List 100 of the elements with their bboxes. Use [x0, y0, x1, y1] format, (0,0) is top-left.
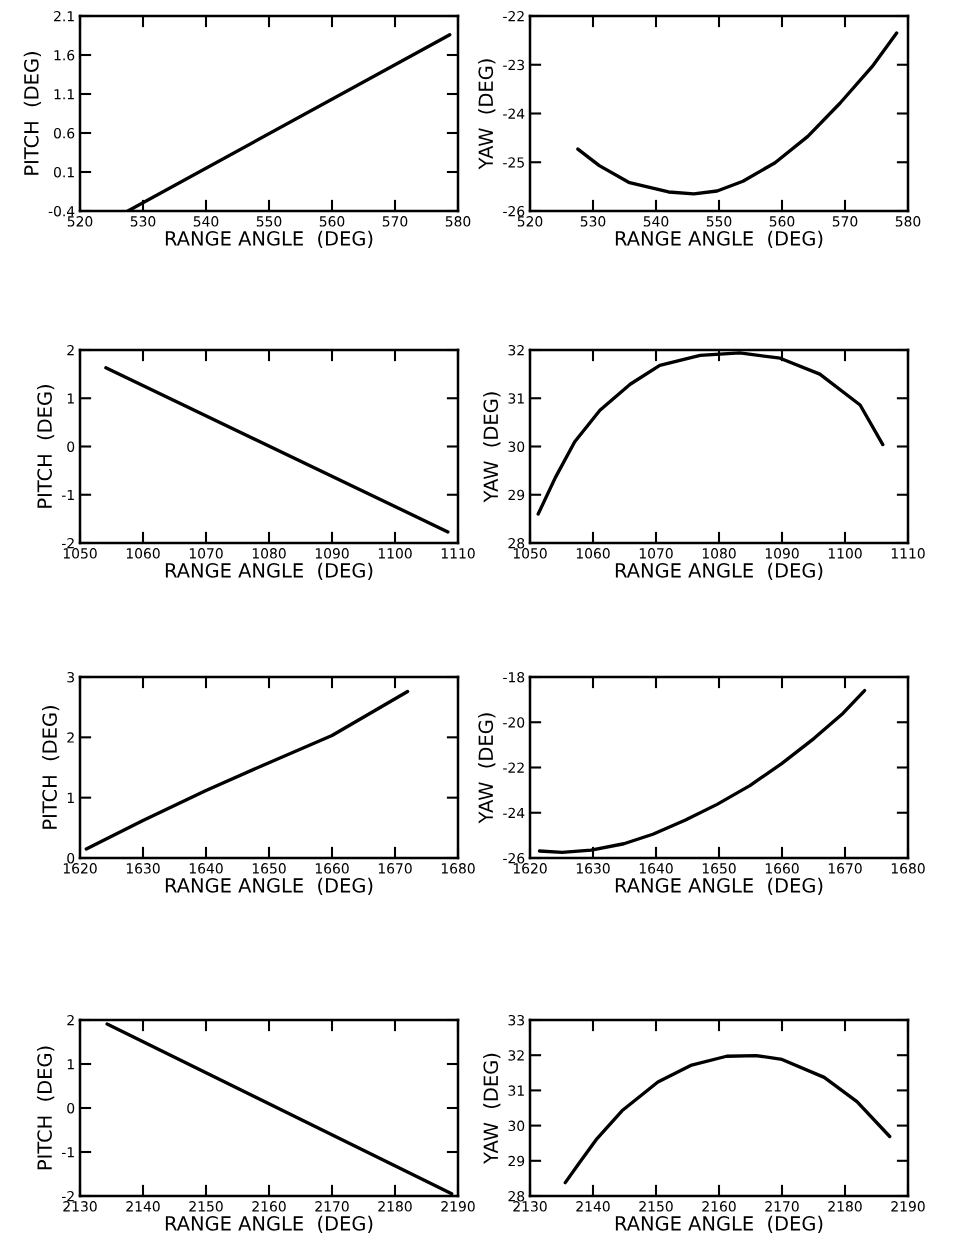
y-tick-label: 1	[67, 393, 74, 404]
x-axis-title: RANGE ANGLE (DEG)	[615, 562, 823, 581]
x-tick-label: 1080	[702, 548, 736, 559]
y-axis-title: YAW (DEG)	[483, 1053, 501, 1164]
y-tick-label: -24	[503, 108, 525, 119]
x-tick-label: 1650	[702, 863, 736, 874]
x-tick-label: 2140	[576, 1201, 610, 1212]
y-tick-label: 2	[67, 732, 74, 743]
x-tick-label: 1650	[252, 863, 286, 874]
y-axis-title: YAW (DEG)	[483, 392, 501, 503]
x-tick-label: 1050	[63, 548, 97, 559]
x-tick-label: 1620	[513, 863, 547, 874]
x-tick-label: 1110	[891, 548, 925, 559]
x-tick-label: 1630	[126, 863, 160, 874]
y-tick-label: -26	[503, 205, 525, 217]
line-series	[84, 689, 410, 851]
x-tick-label: 570	[832, 216, 858, 227]
y-tick-label: 28	[508, 537, 525, 549]
x-axis-title: RANGE ANGLE (DEG)	[615, 1215, 823, 1234]
y-tick-label: -23	[503, 59, 525, 71]
x-tick-label: 2160	[252, 1201, 286, 1212]
x-tick-label: 2170	[765, 1201, 799, 1212]
y-tick-label: -18	[503, 671, 525, 683]
y-tick-label: 28	[508, 1190, 525, 1202]
x-tick-label: 540	[643, 216, 669, 227]
y-tick-label: 0	[67, 852, 75, 864]
x-tick-label: 1080	[252, 548, 286, 559]
x-tick-label: 1100	[378, 548, 412, 559]
y-tick-label: 29	[508, 489, 525, 501]
x-tick-label: 1070	[189, 548, 223, 559]
y-tick-label: -0.4	[48, 205, 75, 217]
x-tick-label: 520	[67, 216, 93, 227]
y-axis-title: YAW (DEG)	[478, 713, 496, 824]
x-tick-label: 570	[382, 216, 408, 227]
x-tick-label: 2180	[828, 1201, 862, 1212]
y-axis-title: PITCH (DEG)	[23, 52, 42, 175]
y-tick-label: 30	[508, 1120, 525, 1132]
y-tick-label: -1	[61, 1147, 74, 1158]
x-tick-label: 2140	[126, 1201, 160, 1212]
y-tick-label: 3	[67, 671, 75, 683]
y-tick-label: -25	[503, 157, 524, 168]
x-tick-label: 580	[445, 216, 471, 227]
y-tick-label: 0.1	[53, 166, 74, 178]
x-tick-label: 1060	[126, 548, 160, 559]
y-tick-label: 2.1	[54, 10, 74, 22]
x-tick-label: 1620	[63, 863, 97, 874]
line-series	[563, 1053, 892, 1185]
y-tick-label: 0	[67, 441, 75, 452]
y-axis-title: YAW (DEG)	[478, 59, 496, 170]
x-tick-label: 580	[895, 216, 921, 227]
x-tick-label: 530	[580, 216, 606, 227]
y-tick-label: 30	[508, 441, 525, 452]
x-tick-label: 2190	[441, 1201, 475, 1212]
x-tick-label: 1110	[441, 548, 475, 559]
x-tick-label: 1640	[639, 863, 673, 874]
y-tick-label: 0	[67, 1102, 75, 1114]
y-tick-label: -26	[503, 852, 525, 864]
y-tick-label: 32	[508, 1050, 524, 1061]
x-tick-label: 560	[319, 216, 345, 227]
y-tick-label: -22	[503, 762, 524, 773]
y-tick-label: 1	[67, 1059, 74, 1070]
x-axis-title: RANGE ANGLE (DEG)	[615, 877, 823, 896]
x-tick-label: 550	[706, 216, 732, 227]
y-tick-label: 2	[67, 1014, 74, 1026]
y-tick-label: -2	[61, 1190, 74, 1202]
x-axis-title: RANGE ANGLE (DEG)	[165, 230, 373, 249]
y-tick-label: -22	[503, 10, 524, 22]
x-tick-label: 1660	[765, 863, 799, 874]
x-tick-label: 2150	[639, 1201, 673, 1212]
x-tick-label: 2190	[891, 1201, 925, 1212]
x-tick-label: 2170	[315, 1201, 349, 1212]
y-tick-label: -1	[61, 489, 74, 501]
x-tick-label: 1680	[441, 863, 475, 874]
x-axis-title: RANGE ANGLE (DEG)	[615, 230, 823, 249]
x-tick-label: 2180	[378, 1201, 412, 1212]
x-tick-label: 560	[769, 216, 795, 227]
x-tick-label: 1680	[891, 863, 925, 874]
x-axis-title: RANGE ANGLE (DEG)	[165, 562, 373, 581]
x-tick-label: 1670	[378, 863, 412, 874]
x-tick-label: 1660	[315, 863, 349, 874]
x-tick-label: 1670	[828, 863, 862, 874]
x-tick-label: 1100	[828, 548, 862, 559]
x-axis-title: RANGE ANGLE (DEG)	[165, 1215, 373, 1234]
x-tick-label: 1640	[189, 863, 223, 874]
y-tick-label: 0.6	[53, 127, 75, 139]
y-tick-label: -24	[503, 807, 525, 819]
x-tick-label: 520	[517, 216, 543, 227]
x-tick-label: 1050	[513, 548, 547, 559]
x-tick-label: 2160	[702, 1201, 736, 1212]
x-tick-label: 2150	[189, 1201, 223, 1212]
x-axis-title: RANGE ANGLE (DEG)	[165, 877, 373, 896]
y-tick-label: 29	[508, 1155, 525, 1167]
x-tick-label: 2130	[63, 1201, 97, 1212]
y-tick-label: -2	[61, 537, 74, 549]
y-tick-label: 32	[508, 344, 524, 356]
x-tick-label: 1090	[315, 548, 349, 559]
y-tick-label: 1	[67, 792, 74, 803]
line-series	[537, 688, 867, 855]
y-tick-label: 31	[508, 393, 524, 404]
y-axis-title: PITCH (DEG)	[41, 706, 60, 829]
